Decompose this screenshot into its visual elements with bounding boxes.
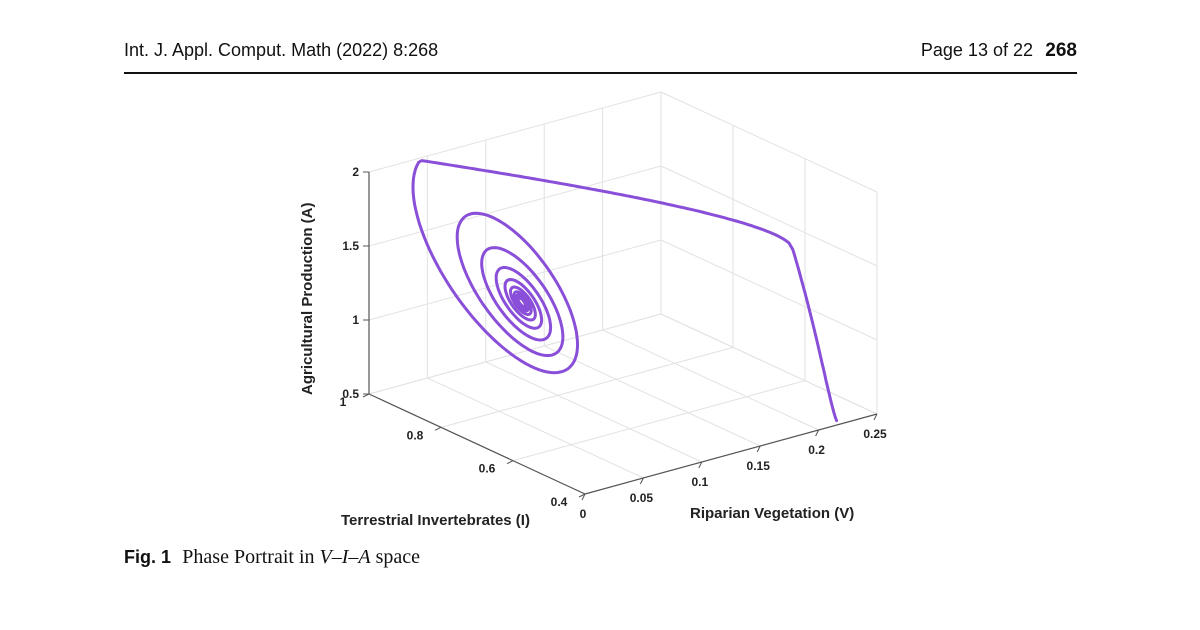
- x-tick-label: 0.25: [863, 427, 887, 441]
- x-tick-mark: [698, 461, 703, 469]
- axes: [368, 172, 878, 495]
- grid-line: [660, 313, 878, 415]
- header-rule: [124, 72, 1077, 74]
- x-tick-mark: [581, 493, 586, 501]
- y-tick-mark: [506, 460, 514, 465]
- x-tick-mark: [639, 477, 644, 485]
- grid-line: [512, 380, 806, 462]
- grid-line: [368, 165, 662, 247]
- y-tick-label: 1: [340, 395, 347, 409]
- x-tick-label: 0.15: [747, 459, 771, 473]
- x-axis-line: [584, 413, 878, 495]
- grid-line: [485, 361, 703, 463]
- x-tick-label: 0.05: [630, 491, 654, 505]
- trajectory-line: [411, 159, 839, 423]
- x-tick-label: 0.2: [808, 443, 825, 457]
- y-tick-label: 0.4: [551, 495, 568, 509]
- grid-line: [440, 346, 734, 428]
- x-axis-label: Riparian Vegetation (V): [690, 505, 854, 522]
- grid-line: [368, 313, 662, 395]
- grid-line: [660, 91, 878, 193]
- z-tick-label: 2: [352, 165, 359, 179]
- grid-line: [660, 239, 878, 341]
- tick-labels: 00.050.10.150.20.250.40.60.810.511.52: [340, 165, 887, 521]
- z-tick-label: 1: [352, 313, 359, 327]
- x-tick-mark: [873, 413, 878, 421]
- x-tick-label: 0.1: [691, 475, 708, 489]
- y-tick-mark: [434, 426, 442, 431]
- y-axis-label: Terrestrial Invertebrates (I): [341, 512, 530, 529]
- z-tick-label: 0.5: [342, 387, 359, 401]
- grid-line: [543, 345, 761, 447]
- y-tick-label: 0.8: [407, 428, 424, 442]
- page-indicator: Page 13 of 22: [920, 40, 1033, 60]
- caption-label: Fig. 1: [124, 547, 172, 567]
- figure-caption: Fig. 1 Phase Portrait in V–I–A space: [124, 546, 420, 569]
- article-number: 268: [1045, 40, 1077, 61]
- y-axis-line: [368, 393, 586, 495]
- z-tick-label: 1.5: [342, 239, 359, 253]
- z-axis-label: Agricultural Production (A): [299, 203, 316, 396]
- caption-text: Phase Portrait in V–I–A space: [182, 546, 421, 568]
- x-tick-mark: [815, 429, 820, 437]
- x-tick-label: 0: [580, 507, 587, 521]
- grid-line: [660, 165, 878, 267]
- grid-line: [602, 329, 819, 431]
- y-tick-label: 0.6: [479, 462, 496, 476]
- grid-line: [427, 377, 644, 479]
- grid-line: [368, 91, 662, 173]
- y-tick-mark: [578, 493, 586, 498]
- journal-citation: Int. J. Appl. Comput. Math (2022) 8:268: [124, 40, 439, 60]
- grid-lines: [368, 91, 878, 495]
- x-tick-mark: [756, 445, 761, 453]
